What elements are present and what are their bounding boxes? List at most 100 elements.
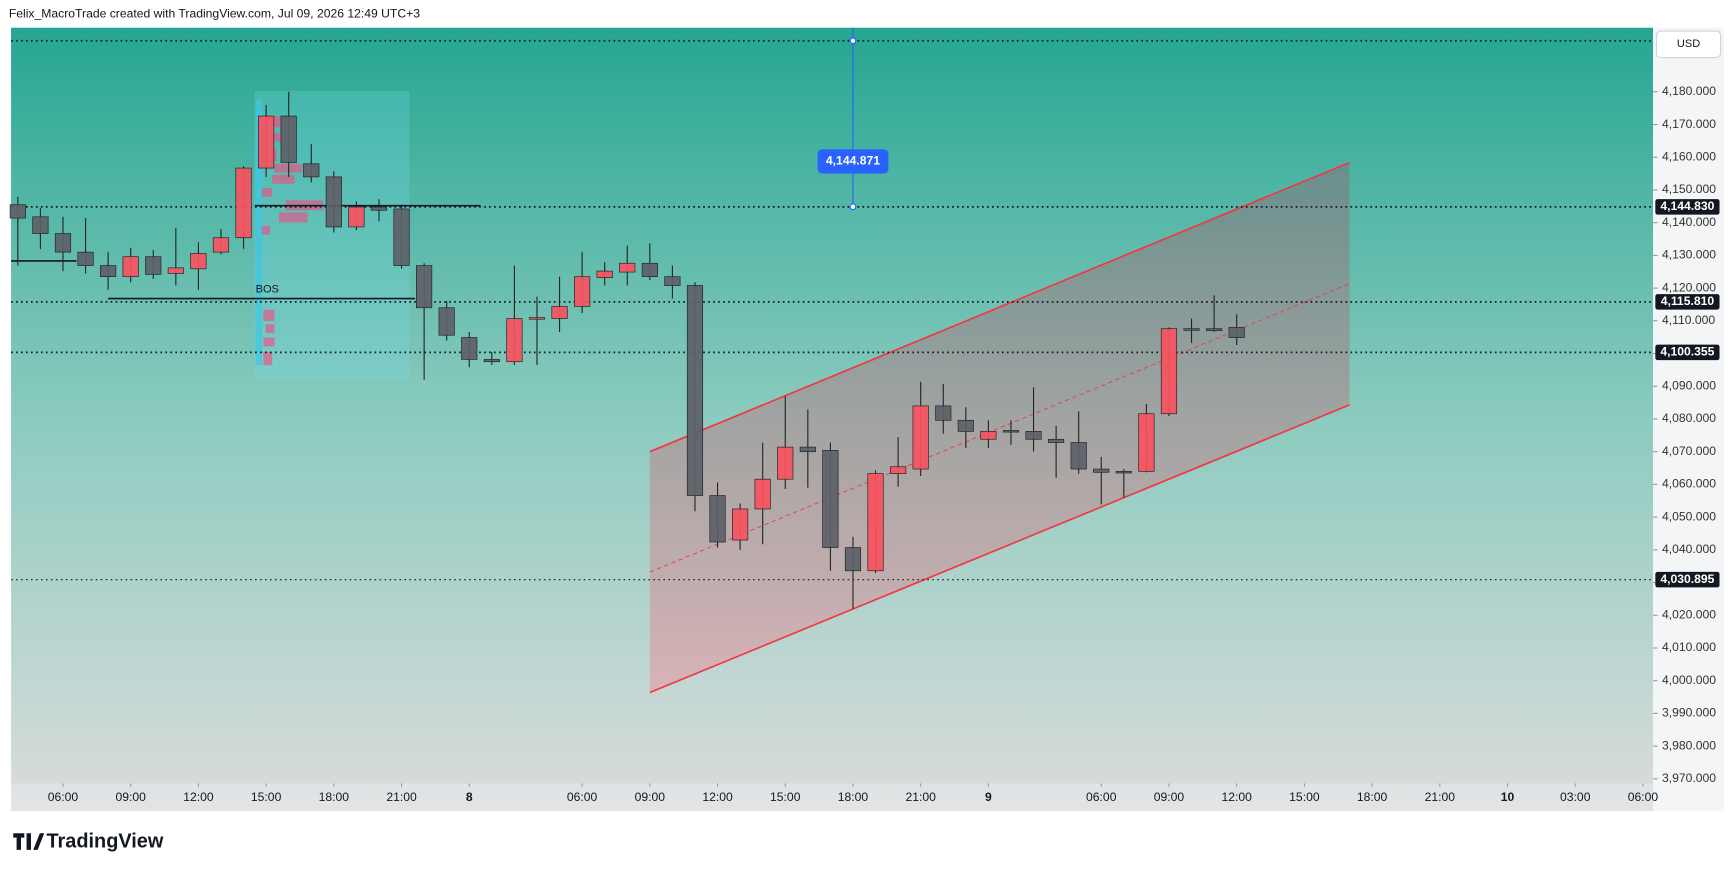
candle-body xyxy=(145,256,162,275)
y-tick-label: 4,080.000 xyxy=(1662,411,1716,425)
x-tick-label: 15:00 xyxy=(251,790,282,804)
marker-label: 4,144.871 xyxy=(826,154,880,168)
candle-body xyxy=(799,446,816,453)
footer-brand: TradingView xyxy=(46,830,163,852)
candle-body xyxy=(1206,328,1223,331)
candle-body xyxy=(1115,470,1132,474)
header: Felix_MacroTrade created with TradingVie… xyxy=(9,7,420,21)
candle-body xyxy=(348,206,365,228)
candle-body xyxy=(190,253,207,270)
marker-handle xyxy=(849,203,857,211)
x-tick-label: 09:00 xyxy=(1154,790,1185,804)
candle-body xyxy=(235,167,252,239)
x-tick-label: 18:00 xyxy=(838,790,869,804)
y-tick-label: 4,090.000 xyxy=(1662,378,1716,392)
candle-body xyxy=(1183,328,1200,331)
x-tick-label: 06:00 xyxy=(48,790,79,804)
candle-body xyxy=(1070,442,1087,470)
candle-body xyxy=(867,473,884,572)
y-tick-label: 4,160.000 xyxy=(1662,149,1716,163)
marker-handle-top xyxy=(849,37,857,45)
candle-body xyxy=(1160,328,1178,415)
candle-body xyxy=(325,176,342,228)
candle-body xyxy=(686,285,704,496)
candle-body xyxy=(1138,413,1155,472)
currency-button[interactable]: USD xyxy=(1677,38,1700,50)
candle-body xyxy=(506,318,523,363)
candle-body xyxy=(393,208,410,266)
channel-lower xyxy=(649,404,1350,694)
y-tick-label: 4,140.000 xyxy=(1662,215,1716,229)
y-tick-label: 4,050.000 xyxy=(1662,509,1716,523)
candle-body xyxy=(1025,431,1042,440)
candle-body xyxy=(54,233,72,253)
x-tick-label: 12:00 xyxy=(183,790,214,804)
x-tick-label: 06:00 xyxy=(567,790,598,804)
candle-body xyxy=(1002,430,1020,433)
candle-body xyxy=(212,237,230,253)
y-tick-label: 3,970.000 xyxy=(1662,771,1716,785)
y-tick-label: 4,170.000 xyxy=(1662,117,1716,131)
x-tick-label: 03:00 xyxy=(1560,790,1591,804)
x-tick-label: 09:00 xyxy=(635,790,666,804)
candle-body xyxy=(461,337,478,360)
candle-body xyxy=(551,306,568,319)
y-tick-label: 4,180.000 xyxy=(1662,84,1716,98)
y-tick-label: 4,040.000 xyxy=(1662,542,1716,556)
logo-icon xyxy=(13,833,45,850)
y-tick-label: 4,000.000 xyxy=(1662,673,1716,687)
x-tick-label: 21:00 xyxy=(905,790,936,804)
x-tick-label: 21:00 xyxy=(1425,790,1456,804)
candle-body xyxy=(777,446,794,480)
candle-body xyxy=(370,206,388,211)
x-tick-label: 15:00 xyxy=(770,790,801,804)
y-tick-label: 4,020.000 xyxy=(1662,608,1716,622)
candle-body xyxy=(167,267,184,274)
x-tick-label: 9 xyxy=(985,790,992,804)
candle-body xyxy=(528,317,546,320)
candle-body xyxy=(957,419,974,432)
y-tick-label: 4,070.000 xyxy=(1662,444,1716,458)
candle-body xyxy=(596,270,613,278)
candle-body xyxy=(438,307,455,336)
y-tick-label: 4,060.000 xyxy=(1662,477,1716,491)
x-axis-strip xyxy=(11,783,1654,812)
x-tick-label: 18:00 xyxy=(1357,790,1388,804)
level-label-bg xyxy=(1655,199,1720,215)
candle-body xyxy=(122,256,139,278)
candle-body xyxy=(100,265,117,278)
candle-body xyxy=(32,216,49,234)
candle-body xyxy=(912,405,929,470)
x-tick-label: 06:00 xyxy=(1086,790,1117,804)
marker-label-bg xyxy=(817,149,889,174)
candle-body xyxy=(844,547,862,572)
candle-body xyxy=(574,276,591,307)
candle-body xyxy=(935,405,952,421)
candle-body xyxy=(303,163,320,178)
candle-body xyxy=(9,204,26,219)
candle-body xyxy=(258,115,275,169)
candle-body xyxy=(416,265,433,309)
x-tick-label: 18:00 xyxy=(319,790,350,804)
annotation: BOS xyxy=(256,284,279,296)
channel-upper xyxy=(649,161,1350,453)
candle-body xyxy=(709,495,726,543)
candle-body xyxy=(664,276,681,286)
y-tick-label: 4,010.000 xyxy=(1662,640,1716,654)
y-tick-label: 4,150.000 xyxy=(1662,182,1716,196)
candle-body xyxy=(280,115,297,163)
x-tick-label: 15:00 xyxy=(1289,790,1320,804)
y-tick-label: 4,110.000 xyxy=(1662,313,1715,327)
level-label: 4,100.355 xyxy=(1660,345,1714,359)
channel-fill xyxy=(649,162,1350,693)
candle-body xyxy=(1228,327,1245,338)
candle-body xyxy=(619,262,636,273)
level-label-bg xyxy=(1655,294,1720,310)
candle-body xyxy=(822,450,839,548)
x-tick-label: 12:00 xyxy=(1221,790,1252,804)
x-tick-label: 8 xyxy=(466,790,473,804)
candle-body xyxy=(890,466,907,474)
candle-body xyxy=(732,508,749,541)
